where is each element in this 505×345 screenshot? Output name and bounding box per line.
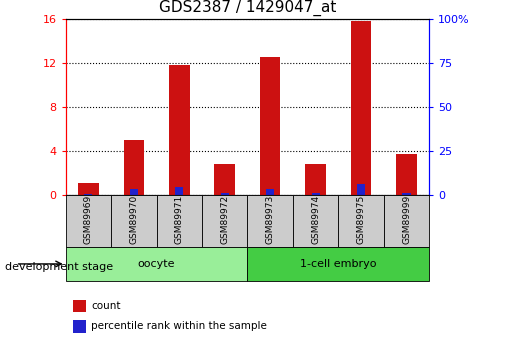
- Text: 1-cell embryo: 1-cell embryo: [300, 259, 377, 269]
- Text: count: count: [91, 301, 121, 311]
- Bar: [175, 187, 183, 195]
- Bar: [202, 195, 247, 247]
- Bar: [338, 195, 384, 247]
- Bar: [157, 195, 202, 247]
- Bar: [169, 65, 189, 195]
- Bar: [357, 184, 365, 195]
- Bar: [78, 183, 98, 195]
- Text: development stage: development stage: [5, 263, 113, 272]
- Text: GSM89971: GSM89971: [175, 195, 184, 244]
- Bar: [266, 189, 274, 195]
- Bar: [306, 164, 326, 195]
- Bar: [66, 247, 247, 281]
- Bar: [260, 58, 280, 195]
- Text: GSM89969: GSM89969: [84, 195, 93, 244]
- Bar: [247, 247, 429, 281]
- Text: GSM89975: GSM89975: [357, 195, 366, 244]
- Text: oocyte: oocyte: [138, 259, 175, 269]
- Title: GDS2387 / 1429047_at: GDS2387 / 1429047_at: [159, 0, 336, 16]
- Bar: [293, 195, 338, 247]
- Bar: [384, 195, 429, 247]
- Text: percentile rank within the sample: percentile rank within the sample: [91, 321, 267, 331]
- Bar: [111, 195, 157, 247]
- Bar: [66, 195, 111, 247]
- Bar: [396, 154, 417, 195]
- Bar: [312, 193, 320, 195]
- Bar: [221, 194, 229, 195]
- Bar: [73, 300, 86, 313]
- Bar: [247, 195, 293, 247]
- Bar: [124, 140, 144, 195]
- Text: GSM89999: GSM89999: [402, 195, 411, 244]
- Bar: [84, 194, 92, 195]
- Bar: [73, 320, 86, 333]
- Text: GSM89974: GSM89974: [311, 195, 320, 244]
- Bar: [215, 164, 235, 195]
- Text: GSM89972: GSM89972: [220, 195, 229, 244]
- Bar: [402, 193, 411, 195]
- Text: GSM89970: GSM89970: [129, 195, 138, 244]
- Text: GSM89973: GSM89973: [266, 195, 275, 244]
- Bar: [351, 21, 371, 195]
- Bar: [130, 189, 138, 195]
